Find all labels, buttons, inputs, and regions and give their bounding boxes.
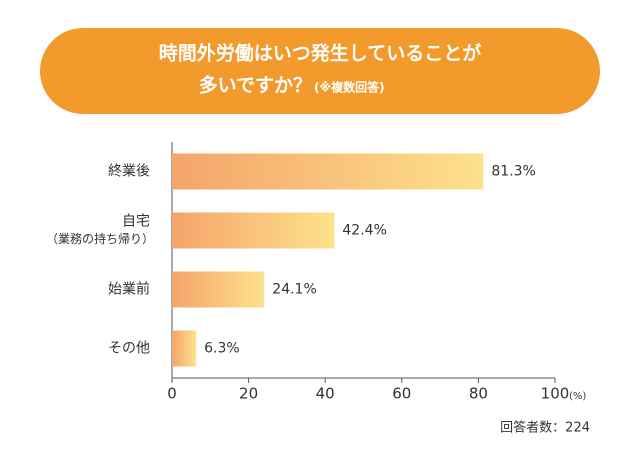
x-tick-label: 100	[541, 385, 570, 403]
chart-title: 多いですか？	[199, 74, 312, 97]
y-tick-label: その他	[108, 341, 150, 357]
value-label: 6.3%	[204, 341, 240, 357]
bar	[172, 153, 484, 190]
y-tick-label: 終業後	[108, 164, 150, 180]
x-tick-label: 0	[167, 385, 177, 403]
value-label: 24.1%	[272, 282, 316, 298]
bar	[172, 212, 335, 249]
x-unit: (%)	[569, 391, 586, 402]
x-tick-label: 20	[239, 385, 258, 403]
bar	[172, 271, 265, 308]
y-tick-label: 始業前	[108, 281, 150, 298]
value-label: 81.3%	[491, 164, 535, 180]
chart-title: 時間外労働はいつ発生していることが	[159, 42, 481, 65]
x-tick-label: 80	[469, 385, 488, 403]
chart-title-note: (※複数回答)	[314, 80, 385, 95]
x-tick-label: 40	[316, 385, 335, 403]
y-tick-label: 自宅	[122, 214, 150, 230]
footnote: 回答者数：224	[500, 420, 590, 436]
value-label: 42.4%	[342, 223, 386, 239]
x-tick-label: 60	[392, 385, 411, 403]
title-banner	[40, 28, 600, 114]
y-tick-label: （業務の持ち帰り）	[46, 231, 154, 246]
bar	[172, 330, 197, 367]
